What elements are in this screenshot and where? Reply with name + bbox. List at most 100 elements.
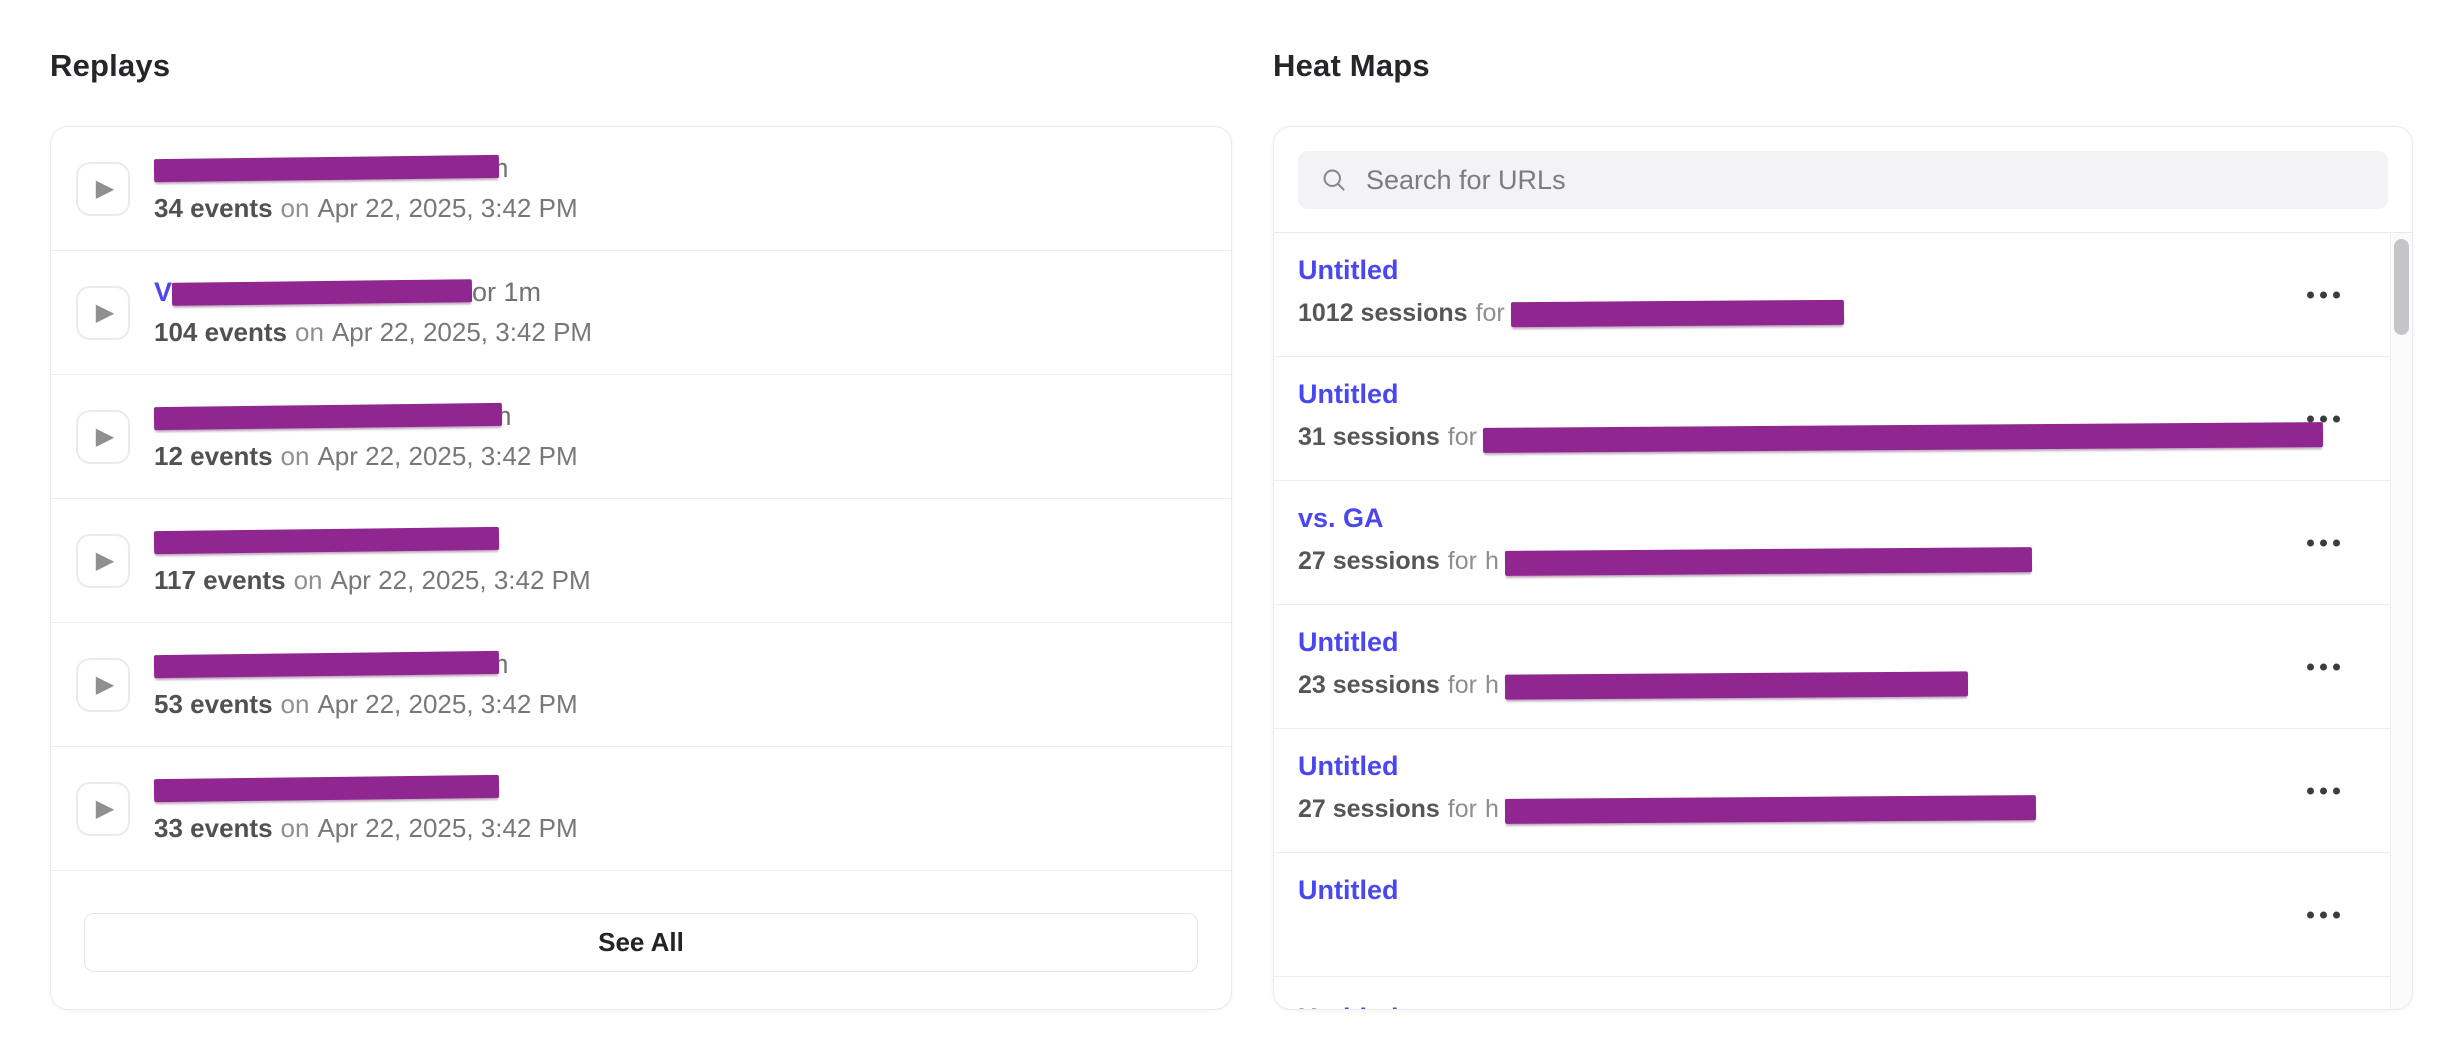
search-urls-input[interactable] xyxy=(1366,164,2366,196)
heatmap-row[interactable]: Untitled 23 sessions for h xyxy=(1274,605,2392,729)
play-button[interactable]: ▶ xyxy=(76,409,130,464)
search-box[interactable] xyxy=(1298,151,2388,209)
play-button[interactable]: ▶ xyxy=(76,657,130,712)
replay-row[interactable]: ▶ m 53 events on Apr 22, 2025, 3:42 PM xyxy=(51,623,1231,747)
heatmap-meta: 27 sessions for h xyxy=(1298,794,2392,824)
more-options-icon[interactable] xyxy=(2301,409,2346,428)
replay-row[interactable]: ▶ V or 1m 104 events on Apr 22, 2025, 3:… xyxy=(51,251,1231,375)
more-options-icon[interactable] xyxy=(2301,533,2346,552)
visitor-name-line xyxy=(153,774,578,804)
url-fragment: h xyxy=(1484,670,1499,699)
play-button[interactable]: ▶ xyxy=(76,161,130,216)
sessions-count: 1012 sessions xyxy=(1298,298,1468,327)
connector-for: for xyxy=(1475,298,1505,327)
events-count: 34 events xyxy=(154,192,273,223)
redaction-bar xyxy=(1504,794,2036,824)
scrollbar-thumb[interactable] xyxy=(2394,239,2409,335)
replay-row[interactable]: ▶ m 34 events on Apr 22, 2025, 3:42 PM xyxy=(51,127,1231,251)
replay-meta: 104 events on Apr 22, 2025, 3:42 PM xyxy=(154,317,592,348)
visitor-name-line xyxy=(153,526,591,556)
heatmap-title-link[interactable]: Untitled xyxy=(1298,875,1399,905)
visitor-name-line: m xyxy=(153,649,578,680)
sessions-count: 23 sessions xyxy=(1298,670,1440,699)
heatmap-row[interactable]: Untitled for xyxy=(1274,853,2392,977)
more-options-icon[interactable] xyxy=(2301,657,2346,676)
connector-on: on xyxy=(293,564,323,595)
heatmap-title-link[interactable]: Untitled xyxy=(1298,379,1399,409)
heatmap-title-link[interactable]: vs. GA xyxy=(1298,503,1384,533)
play-icon: ▶ xyxy=(95,670,115,698)
heatmaps-title: Heat Maps xyxy=(1273,48,1430,83)
replay-meta: 117 events on Apr 22, 2025, 3:42 PM xyxy=(154,565,591,596)
redaction-bar xyxy=(153,650,500,679)
play-button[interactable]: ▶ xyxy=(76,781,130,836)
sessions-count: 27 sessions xyxy=(1298,546,1440,575)
replay-timestamp: Apr 22, 2025, 3:42 PM xyxy=(317,192,578,223)
redaction-bar xyxy=(153,154,500,183)
visitor-name-fragment: V xyxy=(154,277,173,307)
redaction-bar xyxy=(153,774,500,803)
heatmap-title-link[interactable]: Untitled xyxy=(1298,255,1399,285)
heatmap-row[interactable]: Untitled 1012 sessions for xyxy=(1274,233,2392,357)
play-icon: ▶ xyxy=(95,546,115,574)
replay-row[interactable]: ▶ 33 events on Apr 22, 2025, 3:42 PM xyxy=(51,747,1231,871)
redaction-bar xyxy=(171,279,473,306)
visitor-name-line: V or 1m xyxy=(154,277,592,308)
connector-on: on xyxy=(280,440,310,471)
replay-meta: 12 events on Apr 22, 2025, 3:42 PM xyxy=(154,441,578,472)
see-all-button[interactable]: See All xyxy=(84,913,1198,972)
play-icon: ▶ xyxy=(95,298,115,326)
visit-duration-fragment: or 1m xyxy=(472,277,542,307)
connector-for: for xyxy=(1447,794,1477,823)
sessions-count: 31 sessions xyxy=(1298,422,1440,451)
more-options-icon[interactable] xyxy=(2301,285,2346,304)
url-fragment: h xyxy=(1484,794,1499,823)
connector-on: on xyxy=(280,688,310,719)
connector-on: on xyxy=(280,192,310,223)
play-icon: ▶ xyxy=(95,174,115,202)
heatmap-title-link[interactable]: Untitled xyxy=(1298,751,1399,781)
heatmap-row-partial[interactable]: Untitled xyxy=(1274,977,2392,1009)
heatmap-meta: 1012 sessions for xyxy=(1298,298,2392,328)
redaction-bar xyxy=(153,526,500,555)
events-count: 33 events xyxy=(154,812,273,843)
heatmaps-search-area xyxy=(1274,127,2412,233)
search-icon xyxy=(1320,166,1348,194)
redaction-bar xyxy=(1504,670,1968,700)
play-button[interactable]: ▶ xyxy=(76,533,130,588)
scrollbar-track[interactable] xyxy=(2390,233,2412,1009)
heatmap-row[interactable]: Untitled 27 sessions for h xyxy=(1274,729,2392,853)
play-button[interactable]: ▶ xyxy=(76,285,130,340)
replay-timestamp: Apr 22, 2025, 3:42 PM xyxy=(317,440,578,471)
connector-on: on xyxy=(294,316,324,347)
replay-timestamp: Apr 22, 2025, 3:42 PM xyxy=(317,688,578,719)
url-fragment: h xyxy=(1484,546,1499,575)
heatmap-meta: 27 sessions for h xyxy=(1298,546,2392,576)
heatmap-row[interactable]: vs. GA 27 sessions for h xyxy=(1274,481,2392,605)
replay-timestamp: Apr 22, 2025, 3:42 PM xyxy=(317,812,578,843)
replay-timestamp: Apr 22, 2025, 3:42 PM xyxy=(331,316,593,347)
replay-meta: 53 events on Apr 22, 2025, 3:42 PM xyxy=(154,689,578,720)
connector-for: for xyxy=(1447,422,1477,451)
heatmap-title-link[interactable]: Untitled xyxy=(1298,627,1399,657)
replays-footer: See All xyxy=(51,871,1231,1009)
more-options-icon[interactable] xyxy=(2301,781,2346,800)
heatmaps-card: Untitled 1012 sessions for Untitled 31 s… xyxy=(1273,126,2413,1010)
replay-row[interactable]: ▶ 117 events on Apr 22, 2025, 3:42 PM xyxy=(51,499,1231,623)
heatmap-list: Untitled 1012 sessions for Untitled 31 s… xyxy=(1274,233,2412,1009)
more-options-icon[interactable] xyxy=(2301,905,2346,924)
replays-card: ▶ m 34 events on Apr 22, 2025, 3:42 PM ▶… xyxy=(50,126,1232,1010)
events-count: 12 events xyxy=(154,440,273,471)
redaction-bar xyxy=(1482,421,2324,453)
sessions-count: 27 sessions xyxy=(1298,794,1440,823)
events-count: 104 events xyxy=(154,316,287,347)
redaction-bar xyxy=(1510,299,1844,327)
visitor-name-line: m xyxy=(153,153,578,184)
replay-row[interactable]: ▶ m 12 events on Apr 22, 2025, 3:42 PM xyxy=(51,375,1231,499)
connector-on: on xyxy=(280,812,310,843)
connector-for: for xyxy=(1447,546,1477,575)
events-count: 117 events xyxy=(154,564,286,595)
heatmap-title-link[interactable]: Untitled xyxy=(1298,1003,1399,1009)
heatmap-row[interactable]: Untitled 31 sessions for xyxy=(1274,357,2392,481)
connector-for: for xyxy=(1447,670,1477,699)
